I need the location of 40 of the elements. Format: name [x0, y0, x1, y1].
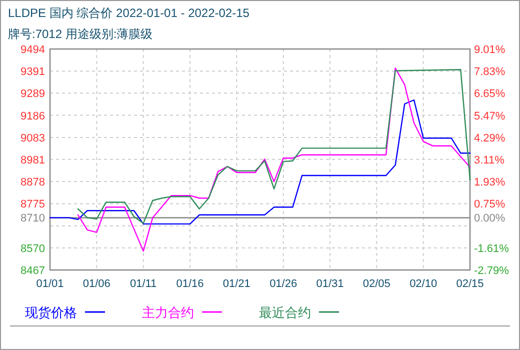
chart-title: LLDPE 国内 综合价 2022-01-01 - 2022-02-15 — [8, 6, 250, 20]
x-tick-label: 02/10 — [410, 278, 438, 290]
x-tick-label: 02/05 — [362, 278, 390, 290]
y-tick-label: 9186 — [20, 110, 45, 122]
legend-label: 现货价格 — [25, 305, 77, 320]
y-tick-label: 8710 — [20, 212, 45, 225]
y2-tick-label: -2.79% — [474, 265, 510, 277]
x-tick-label: 01/31 — [316, 278, 344, 290]
y-tick-label: 9391 — [20, 66, 45, 78]
y2-tick-label: 0.00% — [474, 212, 506, 225]
y2-tick-label: 1.93% — [474, 176, 506, 189]
line-series — [49, 99, 471, 225]
chart-subtitle: 牌号:7012 用途级别:薄膜级 — [8, 27, 153, 41]
x-tick-label: 01/06 — [82, 278, 110, 290]
x-tick-label: 01/01 — [36, 278, 64, 290]
x-tick-label: 02/15 — [456, 278, 484, 290]
legend-label: 最近合约 — [259, 305, 311, 320]
y-tick-label: 9494 — [20, 44, 45, 56]
y-tick-label: 8467 — [20, 265, 45, 277]
y-tick-label: 8775 — [20, 198, 45, 211]
line-series — [77, 69, 471, 224]
y2-tick-label: 0.75% — [474, 198, 506, 211]
y-tick-label: 8981 — [20, 154, 45, 166]
y-tick-label: 9083 — [20, 132, 45, 144]
y2-tick-label: 9.01% — [474, 44, 506, 56]
y2-tick-label: -1.61% — [474, 242, 510, 255]
line-series — [77, 68, 471, 252]
x-tick-label: 01/21 — [222, 278, 250, 290]
y2-tick-label: 6.65% — [474, 88, 506, 100]
y2-tick-label: 3.11% — [474, 154, 505, 166]
y-tick-label: 8570 — [20, 242, 45, 255]
y-tick-label: 9289 — [20, 88, 45, 100]
x-tick-label: 01/16 — [176, 278, 204, 290]
x-tick-label: 01/26 — [270, 278, 298, 290]
legend-label: 主力合约 — [142, 305, 194, 320]
y-tick-label: 8878 — [20, 176, 45, 189]
y2-tick-label: 5.47% — [474, 110, 506, 122]
x-tick-label: 01/11 — [130, 278, 157, 290]
y2-tick-label: 7.83% — [474, 66, 506, 78]
y2-tick-label: 4.29% — [474, 132, 506, 144]
